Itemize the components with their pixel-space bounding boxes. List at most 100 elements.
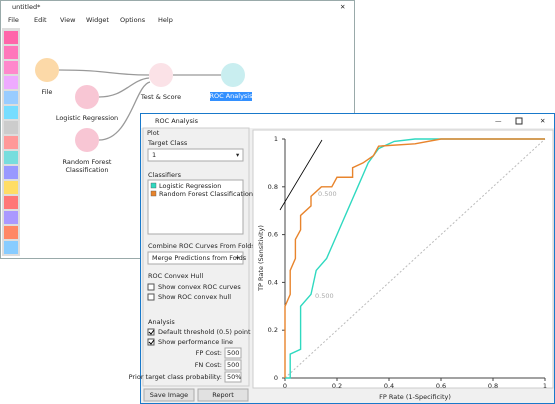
menu-item[interactable]: Widget (86, 16, 109, 24)
close-icon[interactable]: ✕ (340, 3, 345, 11)
check (148, 339, 155, 345)
tool-icon (4, 196, 18, 209)
widget-icon[interactable] (75, 128, 99, 152)
dropdown[interactable] (147, 251, 244, 265)
checkbox[interactable] (147, 293, 155, 301)
y-tick-label: 1 (274, 135, 278, 143)
box-title: Analysis (148, 318, 175, 326)
x-tick-label: 0.2 (332, 382, 342, 390)
x-tick-label: 0 (283, 382, 287, 390)
tool-icon (4, 226, 18, 239)
tool-icon (4, 121, 18, 134)
box-title: ROC Convex Hull (148, 272, 203, 280)
performance-line (279, 139, 323, 211)
y-tick-label: 0.2 (268, 326, 278, 334)
spin-value: 500 (227, 361, 239, 369)
y-axis-title: TP Rate (Sensitivity) (257, 225, 265, 292)
legend-swatch (150, 182, 157, 189)
tool-icon (4, 136, 18, 149)
widget-label: Classification (65, 166, 108, 174)
y-tick-label: 0 (274, 374, 278, 382)
arrow: ▾ (236, 151, 240, 159)
checkbox[interactable] (147, 338, 155, 346)
threshold-label: 0.500 (318, 190, 337, 198)
roc-window: ROC Analysis — ✕ Plot Target Class 1 ▾ C… (129, 113, 555, 404)
arrow: ▾ (236, 254, 240, 262)
spin-value: 50% (227, 373, 241, 381)
x-tick-label: 0.4 (384, 382, 394, 390)
roc-curve (284, 138, 545, 378)
diagonal (284, 138, 546, 379)
menu-item[interactable]: Edit (34, 16, 47, 24)
label: Target Class (147, 139, 188, 147)
label: FN Cost: (195, 361, 222, 369)
checkbox[interactable] (147, 328, 155, 336)
label: FP Cost: (196, 349, 222, 357)
widget-icon[interactable] (35, 58, 59, 82)
legend-label: Logistic Regression (159, 182, 221, 190)
button[interactable] (197, 388, 249, 402)
maximize[interactable] (515, 117, 523, 125)
y-tick-label: 0.8 (268, 183, 278, 191)
plot-area (252, 129, 554, 389)
checkbox[interactable] (147, 283, 155, 291)
widget-label: Test & Score (140, 93, 181, 101)
tool-icon (4, 91, 18, 104)
x-tick-label: 0.6 (436, 382, 446, 390)
checkbox-label: Show ROC convex hull (158, 293, 231, 301)
tool-icon (4, 106, 18, 119)
spinbox[interactable] (224, 347, 242, 359)
x-tick-label: 0.8 (488, 382, 498, 390)
button-label: Report (212, 391, 234, 399)
tool-icon (4, 46, 18, 59)
tool-icon (4, 61, 18, 74)
y-tick-label: 0.6 (268, 231, 278, 239)
tool-icon (4, 181, 18, 194)
x-tick-label: 1 (543, 382, 547, 390)
widget-icon[interactable] (149, 63, 173, 87)
title-bar (141, 114, 554, 128)
y-tick-label: 0.4 (268, 278, 278, 286)
box-title: Plot (147, 129, 160, 137)
tool-icon (4, 211, 18, 224)
widget-label: File (42, 88, 53, 96)
spinbox[interactable] (224, 371, 242, 383)
check (148, 329, 155, 335)
dropdown[interactable] (147, 148, 244, 162)
tool-icon (4, 241, 18, 254)
checkbox-label: Default threshold (0.5) point (158, 328, 251, 336)
window-title: ROC Analysis (155, 117, 199, 125)
spinbox[interactable] (224, 359, 242, 371)
widget-icon[interactable] (75, 85, 99, 109)
dropdown-value: Merge Predictions from Folds (152, 254, 247, 262)
close[interactable]: ✕ (540, 117, 545, 125)
list-box (147, 179, 244, 235)
roc-curve (285, 138, 545, 379)
widget-label: Logistic Regression (56, 114, 118, 122)
spin-value: 500 (227, 349, 239, 357)
legend-swatch (150, 190, 157, 197)
menu-item[interactable]: Options (120, 16, 146, 24)
button-label: Save Image (150, 391, 188, 399)
menu-item[interactable]: View (60, 16, 76, 24)
x-axis-title: FP Rate (1-Specificity) (379, 393, 451, 401)
tool-icon (4, 166, 18, 179)
menu-item[interactable]: File (8, 16, 19, 24)
checkbox-label: Show performance line (158, 338, 233, 346)
widget-label: Random Forest (63, 158, 112, 166)
threshold-label: 0.500 (315, 292, 334, 300)
widget-icon[interactable] (221, 63, 245, 87)
menu-item[interactable]: Help (158, 16, 173, 24)
editor-title: untitled* (12, 3, 41, 11)
checkbox-label: Show convex ROC curves (158, 283, 241, 291)
button[interactable] (143, 388, 195, 402)
tool-icon (4, 31, 18, 44)
tool-icon (4, 76, 18, 89)
tool-icon (4, 151, 18, 164)
label: Prior target class probability: (129, 373, 222, 381)
legend-label: Random Forest Classification (159, 190, 253, 198)
minimize[interactable]: — (495, 117, 502, 125)
widget-label: ROC Analysis (209, 92, 253, 100)
label: Combine ROC Curves From Folds (148, 242, 255, 250)
